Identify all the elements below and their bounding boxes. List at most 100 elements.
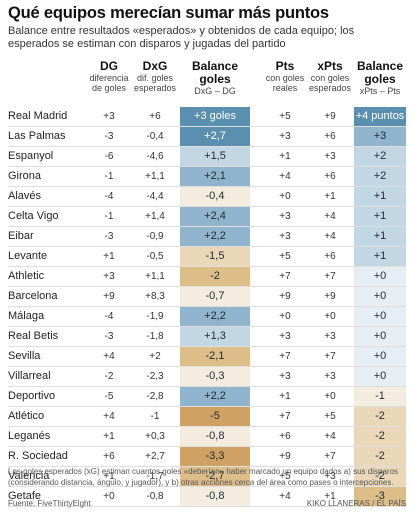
header-dxg: DxG dif. goles esperados: [132, 59, 178, 94]
cell-xpts: +0: [324, 311, 336, 322]
cell-xpts: +6: [324, 131, 336, 142]
cell-dxg: +1,4: [145, 211, 165, 222]
table-row: Real Madrid +3 +6 +3 goles +5 +9 +4 puntos: [8, 107, 406, 127]
cell-dg: -3: [104, 331, 114, 342]
cell-pts: +3: [279, 231, 291, 242]
cell-dg: -4: [104, 191, 114, 202]
team-name: Villarreal: [8, 370, 51, 382]
header-sublabel: esperados: [133, 83, 177, 93]
cell-bal-p: -1: [354, 387, 406, 406]
cell-dxg: -0,9: [146, 231, 164, 242]
header-label: goles: [199, 72, 231, 86]
cell-dg: -5: [104, 391, 114, 402]
cell-dxg: -2,3: [146, 371, 164, 382]
team-name: Alavés: [8, 190, 42, 202]
header-sublabel: de goles: [91, 83, 127, 93]
cell-dxg: -4,4: [146, 191, 164, 202]
cell-pts: +0: [279, 191, 291, 202]
cell-bal-g: +2,2: [180, 227, 250, 246]
cell-xpts: +5: [324, 411, 336, 422]
source-text: Fuente: FiveThirtyEight: [8, 499, 91, 508]
team-name: Barcelona: [8, 290, 58, 302]
table-row: Espanyol -6 -4,6 +1,5 +1 +3 +2: [8, 147, 406, 167]
table-row: Barcelona +9 +8,3 -0,7 +9 +9 +0: [8, 287, 406, 307]
cell-xpts: +7: [324, 451, 336, 462]
team-name: Getafe: [8, 490, 42, 502]
cell-bal-p: +0: [354, 307, 406, 326]
team-name: Leganés: [8, 430, 51, 442]
page-title: Qué equipos merecían sumar más puntos: [8, 4, 329, 22]
cell-dg: +4: [103, 351, 115, 362]
cell-pts: +7: [279, 351, 291, 362]
cell-pts: +1: [279, 151, 291, 162]
team-name: Málaga: [8, 310, 45, 322]
table-row: R. Sociedad +6 +2,7 -3,3 +9 +7 -2: [8, 447, 406, 467]
cell-bal-p: +1: [354, 247, 406, 266]
table-row: Leganés +1 +0,3 -0,8 +6 +4 -2: [8, 427, 406, 447]
cell-dxg: +0,3: [145, 431, 165, 442]
cell-pts: +3: [279, 131, 291, 142]
cell-pts: +3: [279, 371, 291, 382]
cell-dg: +3: [103, 111, 115, 122]
team-name: Real Madrid: [8, 110, 68, 122]
team-name: Celta Vigo: [8, 210, 59, 222]
cell-bal-g: +2,4: [180, 207, 250, 226]
cell-dg: -1: [104, 211, 114, 222]
cell-bal-p: +3: [354, 127, 406, 146]
table-row: Villarreal -2 -2,3 -0,3 +3 +3 +0: [8, 367, 406, 387]
cell-bal-g: -0,7: [180, 287, 250, 306]
cell-xpts: +4: [324, 431, 336, 442]
cell-bal-p: +0: [354, 327, 406, 346]
cell-dxg: +2: [149, 351, 161, 362]
cell-pts: +7: [279, 271, 291, 282]
cell-pts: +5: [279, 471, 291, 482]
cell-bal-g: +3 goles: [180, 107, 250, 126]
cell-dg: +6: [103, 451, 115, 462]
cell-pts: +7: [279, 411, 291, 422]
cell-dxg: -1: [150, 411, 160, 422]
cell-pts: +3: [279, 211, 291, 222]
cell-dxg: -4,6: [146, 151, 164, 162]
cell-dxg: +1,1: [145, 271, 165, 282]
cell-xpts: +3: [324, 471, 336, 482]
cell-xpts: +6: [324, 171, 336, 182]
cell-bal-g: +1,3: [180, 327, 250, 346]
cell-bal-p: +0: [354, 287, 406, 306]
cell-bal-g: -5: [180, 407, 250, 426]
header-xpts: xPts con goles esperados: [308, 60, 352, 94]
header-label: DG: [100, 59, 118, 73]
cell-dxg: +1,1: [145, 171, 165, 182]
team-name: Valencia: [8, 470, 50, 482]
cell-pts: +9: [279, 451, 291, 462]
header-sublabel: con goles: [310, 73, 350, 83]
table-row: Levante +1 -0,5 -1,5 +5 +6 +1: [8, 247, 406, 267]
credit-text: KIKO LLANERAS / EL PAÍS: [306, 499, 406, 508]
team-name: Eibar: [8, 230, 34, 242]
header-label: DxG: [142, 59, 168, 73]
table-row: Valencia +1 -1,7 -2,7 +5 +3 -2: [8, 467, 406, 487]
cell-xpts: +9: [324, 291, 336, 302]
team-name: Atlético: [8, 410, 45, 422]
cell-dxg: -0,8: [146, 491, 164, 502]
cell-bal-g: -2,1: [180, 347, 250, 366]
table-row: Celta Vigo -1 +1,4 +2,4 +3 +4 +1: [8, 207, 406, 227]
cell-dxg: -1,8: [146, 331, 164, 342]
cell-dxg: +8,3: [145, 291, 165, 302]
header-sublabel: con goles: [265, 73, 305, 83]
subtitle: Balance entre resultados «esperados» y o…: [8, 25, 355, 50]
header-sublabel: esperados: [308, 83, 352, 93]
team-name: Athletic: [8, 270, 45, 282]
cell-bal-p: +1: [354, 207, 406, 226]
team-name: Espanyol: [8, 150, 54, 162]
header-pts: Pts con goles reales: [264, 60, 306, 94]
table-row: Athletic +3 +1,1 -2 +7 +7 +0: [8, 267, 406, 287]
cell-bal-p: -2: [354, 407, 406, 426]
cell-dg: +9: [103, 291, 115, 302]
cell-pts: +6: [279, 431, 291, 442]
header-bal-g: Balance goles DxG – DG: [180, 60, 250, 97]
cell-pts: +5: [279, 111, 291, 122]
cell-dxg: -1,9: [146, 311, 164, 322]
cell-bal-g: -0,8: [180, 427, 250, 446]
table-row: Sevilla +4 +2 -2,1 +7 +7 +0: [8, 347, 406, 367]
